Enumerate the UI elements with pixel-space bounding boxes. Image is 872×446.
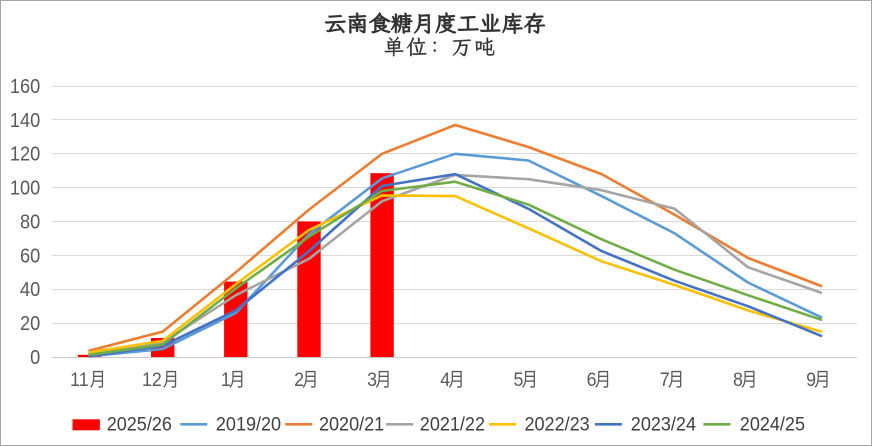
svg-text:8: 8: [733, 368, 743, 390]
svg-text:2020/21: 2020/21: [319, 413, 384, 435]
svg-text:120: 120: [10, 144, 40, 166]
svg-text:4: 4: [440, 368, 450, 390]
svg-text:5: 5: [513, 368, 523, 390]
svg-text:140: 140: [10, 110, 40, 132]
svg-text:12: 12: [142, 368, 162, 390]
svg-text:80: 80: [20, 212, 40, 234]
svg-text:2021/22: 2021/22: [420, 413, 485, 435]
svg-text:160: 160: [10, 76, 40, 98]
svg-text:3: 3: [367, 368, 377, 390]
svg-text:60: 60: [20, 245, 40, 267]
svg-text:2023/24: 2023/24: [631, 413, 696, 435]
svg-text:1: 1: [221, 368, 231, 390]
svg-text:2024/25: 2024/25: [740, 413, 805, 435]
svg-text:2025/26: 2025/26: [107, 413, 172, 435]
svg-text:9: 9: [806, 368, 816, 390]
svg-text:7: 7: [660, 368, 670, 390]
svg-text:40: 40: [20, 279, 40, 301]
svg-text:2019/20: 2019/20: [216, 413, 281, 435]
svg-text:2: 2: [294, 368, 304, 390]
svg-text:6: 6: [587, 368, 597, 390]
svg-text:2022/23: 2022/23: [525, 413, 590, 435]
svg-text:20: 20: [20, 313, 40, 335]
svg-text:100: 100: [10, 178, 40, 200]
svg-text:11: 11: [70, 368, 88, 390]
svg-text:0: 0: [30, 347, 40, 369]
